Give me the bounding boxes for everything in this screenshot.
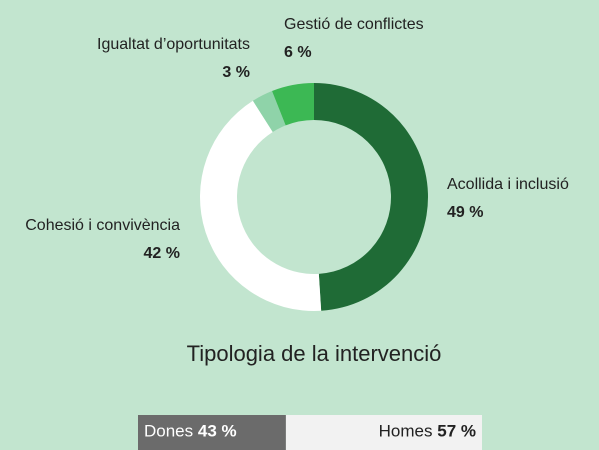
donut-slice bbox=[272, 83, 314, 126]
bar-category: Homes bbox=[379, 422, 433, 441]
bar-value-label: 57 % bbox=[437, 422, 476, 441]
bar-label: Homes 57 % bbox=[379, 422, 476, 441]
bar-value-label: 43 % bbox=[198, 422, 237, 441]
slice-value-label: 3 % bbox=[222, 64, 250, 81]
chart-title: Tipologia de la intervenció bbox=[187, 341, 442, 366]
slice-value-label: 49 % bbox=[447, 204, 483, 221]
slice-label: Gestió de conflictes bbox=[284, 16, 424, 33]
slice-label: Igualtat d’oportunitats bbox=[97, 36, 250, 53]
slice-value-label: 6 % bbox=[284, 44, 312, 61]
bar-label: Dones 43 % bbox=[144, 422, 237, 441]
donut-slice bbox=[199, 100, 322, 312]
slice-label: Cohesió i convivència bbox=[25, 217, 180, 234]
donut-slice bbox=[252, 91, 286, 132]
slice-label: Acollida i inclusió bbox=[447, 176, 569, 193]
bar-segment bbox=[138, 415, 286, 450]
donut-slice bbox=[314, 83, 429, 311]
slice-value-label: 42 % bbox=[144, 245, 180, 262]
bar-segment bbox=[285, 415, 482, 450]
bar-category: Dones bbox=[144, 422, 193, 441]
